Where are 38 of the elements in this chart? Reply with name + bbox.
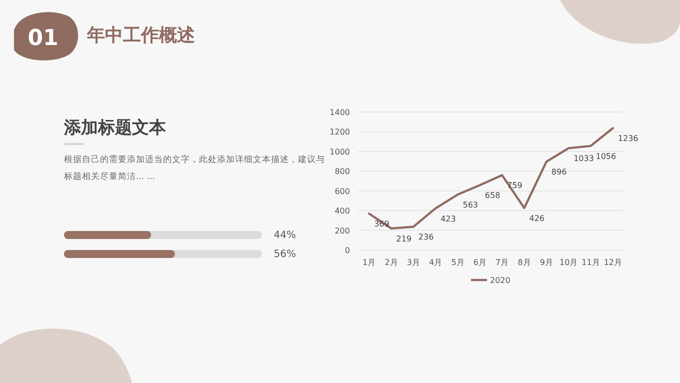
x-tick-label: 7月 — [496, 258, 509, 267]
data-label: 44% — [274, 230, 296, 241]
data-label: 236 — [418, 232, 434, 242]
x-tick-label: 11月 — [582, 258, 600, 267]
x-tick-label: 5月 — [451, 258, 464, 267]
x-tick-label: 12月 — [604, 258, 622, 267]
y-tick-label: 400 — [334, 206, 350, 216]
x-tick-label: 9月 — [540, 258, 553, 267]
y-tick-label: 600 — [334, 186, 350, 196]
text: 01 — [28, 26, 58, 51]
y-tick-label: 800 — [334, 167, 350, 176]
data-label: 56% — [274, 249, 296, 260]
text: 年中工作概述 — [86, 25, 196, 46]
x-tick-label: 1月 — [362, 258, 376, 267]
data-label: 563 — [462, 200, 478, 210]
x-tick-label: 8月 — [518, 258, 531, 267]
x-tick-label: 6月 — [473, 258, 486, 267]
data-label: 1033 — [574, 154, 594, 164]
x-tick-label: 10月 — [559, 258, 578, 267]
data-label: 219 — [396, 234, 412, 244]
data-label: 896 — [551, 168, 567, 177]
legend-label: 2020 — [490, 276, 510, 285]
chart-title: 添加标题文本 — [63, 118, 167, 138]
data-label: 426 — [529, 214, 545, 224]
y-tick-label: 1200 — [330, 128, 350, 137]
data-label: 423 — [440, 214, 456, 224]
y-tick-label: 1400 — [330, 108, 350, 117]
y-tick-label: 0 — [344, 246, 350, 255]
x-tick-label: 3月 — [406, 258, 420, 267]
data-label: 1236 — [618, 134, 638, 144]
line-series — [368, 127, 614, 230]
data-label: 1056 — [596, 152, 616, 161]
y-tick-label: 200 — [334, 226, 350, 236]
y-tick-label: 1000 — [330, 147, 350, 156]
x-tick-label: 4月 — [429, 258, 442, 267]
data-label: 658 — [484, 191, 500, 200]
chart-subtitle: 根据自己的需要添加适当的文字，此处添加详细文本描述，建议与标题相关尽量简洁... ... — [63, 154, 325, 182]
x-tick-label: 2月 — [384, 258, 398, 267]
